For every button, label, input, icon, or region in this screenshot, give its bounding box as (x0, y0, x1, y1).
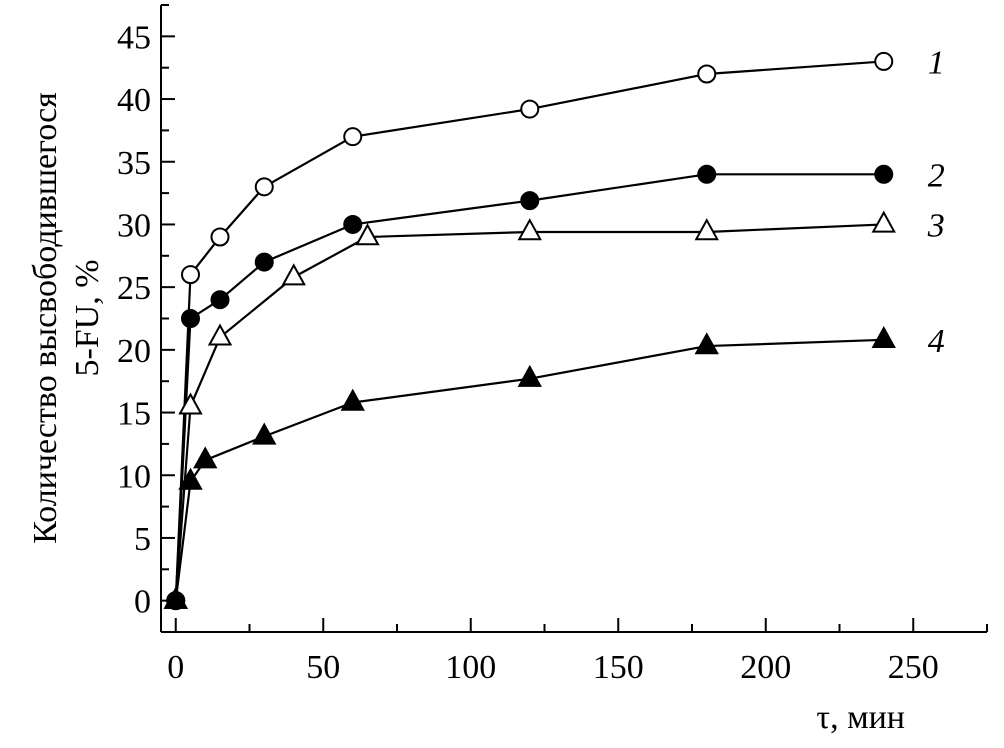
data-point (694, 332, 719, 355)
series-4: 4 (163, 323, 945, 609)
data-point (343, 127, 363, 147)
y-tick-label: 15 (117, 396, 151, 433)
y-tick-label: 0 (134, 584, 151, 621)
x-axis-title: τ, мин (816, 699, 905, 736)
x-tick-label: 0 (167, 649, 184, 686)
series-3: 3 (163, 207, 945, 609)
series-label: 1 (928, 44, 945, 81)
axes (160, 5, 987, 633)
y-tick-label: 40 (117, 82, 151, 119)
data-point (355, 223, 380, 246)
series-line (174, 60, 884, 601)
data-point (871, 325, 896, 349)
data-point (697, 64, 717, 84)
y-tick-label: 25 (117, 270, 151, 307)
y-axis-title-line1: Количество высвободившегося (27, 92, 64, 544)
data-point (210, 290, 230, 310)
series-group: 1 2 3 4 (163, 44, 945, 611)
series-label: 3 (927, 207, 945, 244)
data-point (697, 164, 717, 184)
x-tick-label: 250 (888, 649, 939, 686)
data-point (181, 265, 200, 285)
series-label: 2 (928, 157, 945, 194)
series-label: 4 (928, 323, 945, 360)
data-point (178, 467, 203, 490)
data-point (163, 586, 188, 609)
data-point (207, 323, 233, 346)
data-point (178, 392, 203, 415)
data-point (193, 446, 218, 469)
y-tick-label: 30 (117, 207, 151, 244)
data-point (210, 227, 230, 247)
data-point (520, 191, 540, 211)
y-tick-label: 45 (117, 19, 151, 56)
x-tick-label: 150 (593, 649, 644, 686)
y-tick-label: 35 (117, 145, 151, 182)
x-tick-label: 100 (445, 649, 496, 686)
y-tick-label: 10 (117, 458, 151, 495)
data-point (874, 164, 894, 184)
x-tick-label: 50 (306, 649, 340, 686)
data-point (181, 309, 200, 328)
data-point (252, 422, 277, 445)
data-point (340, 388, 365, 411)
data-point (874, 51, 894, 71)
data-point (254, 177, 274, 197)
y-axis-title-line2: 5-FU, % (69, 259, 106, 376)
series-1: 1 (166, 44, 945, 611)
data-point (254, 252, 274, 272)
data-point (281, 263, 306, 286)
ticks: 0 50 100 150 200 250 0 5 10 15 20 25 30 35 40 45 (117, 4, 988, 686)
x-tick-label: 200 (740, 649, 791, 686)
series-line (174, 223, 884, 601)
data-point (694, 218, 719, 241)
data-point (343, 214, 363, 234)
data-point (520, 99, 540, 119)
series-2: 2 (166, 157, 945, 611)
data-point (517, 218, 542, 241)
data-point (517, 364, 542, 387)
y-tick-label: 20 (117, 333, 151, 370)
data-point (871, 210, 896, 233)
y-tick-label: 5 (134, 521, 151, 558)
